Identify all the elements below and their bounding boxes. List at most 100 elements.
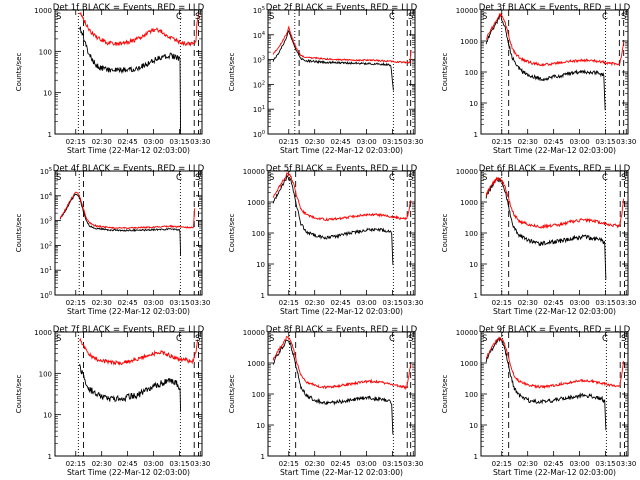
plot-frame: [267, 9, 416, 135]
series-line-lld: [485, 176, 625, 230]
y-tick-label: 10000: [243, 168, 265, 176]
x-tick-label: 03:15: [595, 138, 615, 146]
chart-panel-det-4: Det 4f BLACK = Events, RED = LLD Counts/s…: [15, 164, 210, 316]
chart-title: Det 9f BLACK = Events, RED = LLD: [479, 325, 631, 335]
x-tick-label: 03:30: [190, 299, 210, 307]
corner-mark: C: [602, 173, 608, 183]
chart-title: Det 4f BLACK = Events, RED = LLD: [53, 164, 205, 174]
corner-mark: S: [408, 173, 413, 183]
chart-title: Det 7f BLACK = Events, RED = LLD: [53, 325, 205, 335]
series-line-events: [78, 363, 182, 412]
plot-frame: [480, 170, 629, 296]
series-line-lld: [272, 25, 412, 64]
y-tick-label: 1: [474, 131, 478, 139]
y-tick-label: 10: [256, 422, 265, 430]
corner-mark: C: [389, 334, 395, 344]
chart-panel-det-9: Det 9f BLACK = Events, RED = LLD Counts/s…: [441, 325, 636, 477]
y-tick-label: 100: [465, 230, 478, 238]
y-axis-label: Counts/sec: [441, 53, 449, 92]
corner-mark: C: [389, 12, 395, 22]
corner-mark: S: [195, 12, 200, 22]
y-tick-label: 10000: [456, 7, 478, 15]
x-tick-label: 02:15: [66, 299, 86, 307]
x-tick-label: 03:00: [569, 299, 589, 307]
x-tick-label: 02:30: [305, 138, 325, 146]
chart-title: Det 6f BLACK = Events, RED = LLD: [479, 164, 631, 174]
x-tick-label: 02:45: [118, 138, 138, 146]
x-tick-label: 02:15: [279, 299, 299, 307]
series-line-lld: [485, 12, 625, 67]
x-axis-label: Start Time (22-Mar-12 02:03:00): [67, 307, 190, 316]
y-tick-label: 1: [474, 292, 478, 300]
y-axis-label: Counts/sec: [228, 375, 236, 414]
x-tick-label: 02:45: [544, 138, 564, 146]
y-tick-label: 1000: [247, 199, 265, 207]
plot-frame: [267, 331, 416, 457]
x-tick-label: 03:30: [403, 460, 423, 468]
y-axis-label: Counts/sec: [228, 214, 236, 253]
y-tick-label: 100: [40, 291, 52, 300]
x-tick-label: 03:30: [616, 299, 636, 307]
y-tick-label: 1: [48, 453, 52, 461]
x-tick-label: 03:30: [403, 299, 423, 307]
chart-panel-det-1: Det 1f BLACK = Events, RED = LLD Counts/s…: [15, 3, 210, 155]
corner-mark: S: [621, 173, 626, 183]
corner-mark: C: [602, 334, 608, 344]
x-tick-label: 03:00: [356, 299, 376, 307]
x-tick-label: 02:15: [279, 138, 299, 146]
y-axis-label: Counts/sec: [441, 214, 449, 253]
series-line-events: [59, 193, 182, 256]
y-tick-label: 102: [253, 80, 265, 89]
corner-mark: C: [176, 334, 182, 344]
x-tick-label: 03:15: [382, 138, 402, 146]
corner-mark: S: [621, 334, 626, 344]
series-line-lld: [78, 11, 199, 47]
x-tick-label: 03:00: [143, 299, 163, 307]
y-tick-label: 101: [40, 266, 52, 275]
x-tick-label: 02:30: [92, 299, 112, 307]
x-axis-label: Start Time (22-Mar-12 02:03:00): [67, 468, 190, 477]
corner-mark: S: [482, 334, 487, 344]
plot-frame: [480, 9, 629, 135]
x-tick-label: 02:30: [92, 460, 112, 468]
x-tick-label: 03:30: [190, 460, 210, 468]
x-axis-label: Start Time (22-Mar-12 02:03:00): [280, 468, 403, 477]
x-tick-label: 03:15: [382, 460, 402, 468]
y-tick-label: 10: [43, 90, 52, 98]
corner-mark: S: [621, 12, 626, 22]
y-tick-label: 10: [469, 100, 478, 108]
x-tick-label: 03:30: [190, 138, 210, 146]
y-tick-label: 1000: [34, 7, 52, 15]
x-axis-label: Start Time (22-Mar-12 02:03:00): [280, 146, 403, 155]
x-axis-label: Start Time (22-Mar-12 02:03:00): [493, 146, 616, 155]
plot-frame: [480, 331, 629, 457]
y-tick-label: 101: [253, 105, 265, 114]
series-line-lld: [59, 191, 196, 230]
y-tick-label: 103: [40, 217, 52, 226]
series-line-events: [485, 177, 607, 280]
x-tick-label: 02:30: [518, 299, 538, 307]
y-axis-label: Counts/sec: [15, 53, 23, 92]
chart-panel-det-6: Det 6f BLACK = Events, RED = LLD Counts/s…: [441, 164, 636, 316]
x-tick-label: 02:45: [118, 299, 138, 307]
y-tick-label: 10000: [456, 329, 478, 337]
x-tick-label: 03:30: [403, 138, 423, 146]
chart-title: Det 5f BLACK = Events, RED = LLD: [266, 164, 418, 174]
x-tick-label: 03:30: [616, 460, 636, 468]
y-tick-label: 103: [253, 56, 265, 65]
series-line-lld: [485, 336, 625, 390]
plot-frame: [54, 331, 203, 457]
x-tick-label: 02:30: [92, 138, 112, 146]
x-tick-label: 03:30: [616, 138, 636, 146]
series-line-lld: [79, 337, 199, 366]
y-tick-label: 1: [48, 131, 52, 139]
series-line-events: [272, 339, 394, 435]
series-line-lld: [272, 171, 412, 222]
x-tick-label: 03:15: [169, 460, 189, 468]
chart-panel-det-5: Det 5f BLACK = Events, RED = LLD Counts/s…: [228, 164, 423, 316]
x-tick-label: 02:15: [279, 460, 299, 468]
y-axis-label: Counts/sec: [228, 53, 236, 92]
y-tick-label: 10: [256, 261, 265, 269]
series-line-events: [485, 15, 606, 111]
